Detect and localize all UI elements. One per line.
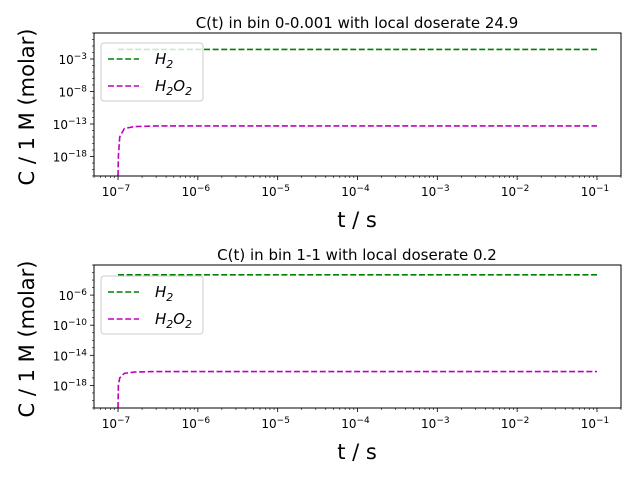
x-tick-label: 10−4 <box>341 184 370 199</box>
chart-1-ylabel: C / 1 M (molar) <box>15 29 39 186</box>
y-tick-label: 10−6 <box>58 288 87 303</box>
chart-2-plot-area: 10−7 10−6 10−5 10−4 10−3 10−2 10−1 10−18 10−14 10… <box>53 264 622 431</box>
legend-label: H2O2 <box>155 310 192 331</box>
chart-2-legend: H2 H2O2 <box>100 275 204 335</box>
chart-panel-1: C(t) in bin 0-0.001 with local doserate … <box>15 14 622 232</box>
y-tick-label: 10−14 <box>53 348 88 363</box>
chart-2-title: C(t) in bin 1-1 with local doserate 0.2 <box>217 246 497 264</box>
series-line-h2o2 <box>117 125 597 177</box>
x-tick-label: 10−5 <box>261 416 290 431</box>
chart-2-ylabel: C / 1 M (molar) <box>15 261 39 418</box>
legend-label: H2 <box>155 50 173 71</box>
series-line-h2o2 <box>117 370 597 409</box>
y-tick-label: 10−10 <box>53 318 88 333</box>
y-tick-label: 10−3 <box>58 52 87 67</box>
x-tick-label: 10−7 <box>102 184 131 199</box>
y-tick-label: 10−8 <box>58 85 87 100</box>
x-tick-label: 10−7 <box>102 416 131 431</box>
chart-panel-2: C(t) in bin 1-1 with local doserate 0.2 … <box>15 246 622 464</box>
chart-1-xlabel: t / s <box>337 208 377 232</box>
x-tick-label: 10−3 <box>421 184 450 199</box>
x-tick-label: 10−6 <box>182 416 211 431</box>
x-tick-label: 10−2 <box>501 416 530 431</box>
x-tick-label: 10−2 <box>501 184 530 199</box>
chart-1-legend: H2 H2O2 <box>100 42 204 102</box>
chart-2-xlabel: t / s <box>337 440 377 464</box>
x-tick-label: 10−1 <box>581 184 610 199</box>
x-tick-label: 10−5 <box>261 184 290 199</box>
legend-label: H2 <box>155 283 173 304</box>
x-tick-label: 10−6 <box>182 184 211 199</box>
chart-1-plot-area: 10−7 10−6 10−5 10−4 10−3 10−2 10−1 10−18 10−13 10… <box>53 32 622 199</box>
chart-1-title: C(t) in bin 0-0.001 with local doserate … <box>196 14 519 32</box>
y-tick-label: 10−18 <box>53 150 88 165</box>
y-tick-label: 10−13 <box>53 117 87 132</box>
x-tick-label: 10−1 <box>581 416 610 431</box>
x-tick-label: 10−4 <box>341 416 370 431</box>
legend-label: H2O2 <box>155 77 192 98</box>
y-tick-label: 10−18 <box>53 378 88 393</box>
x-tick-label: 10−3 <box>421 416 450 431</box>
